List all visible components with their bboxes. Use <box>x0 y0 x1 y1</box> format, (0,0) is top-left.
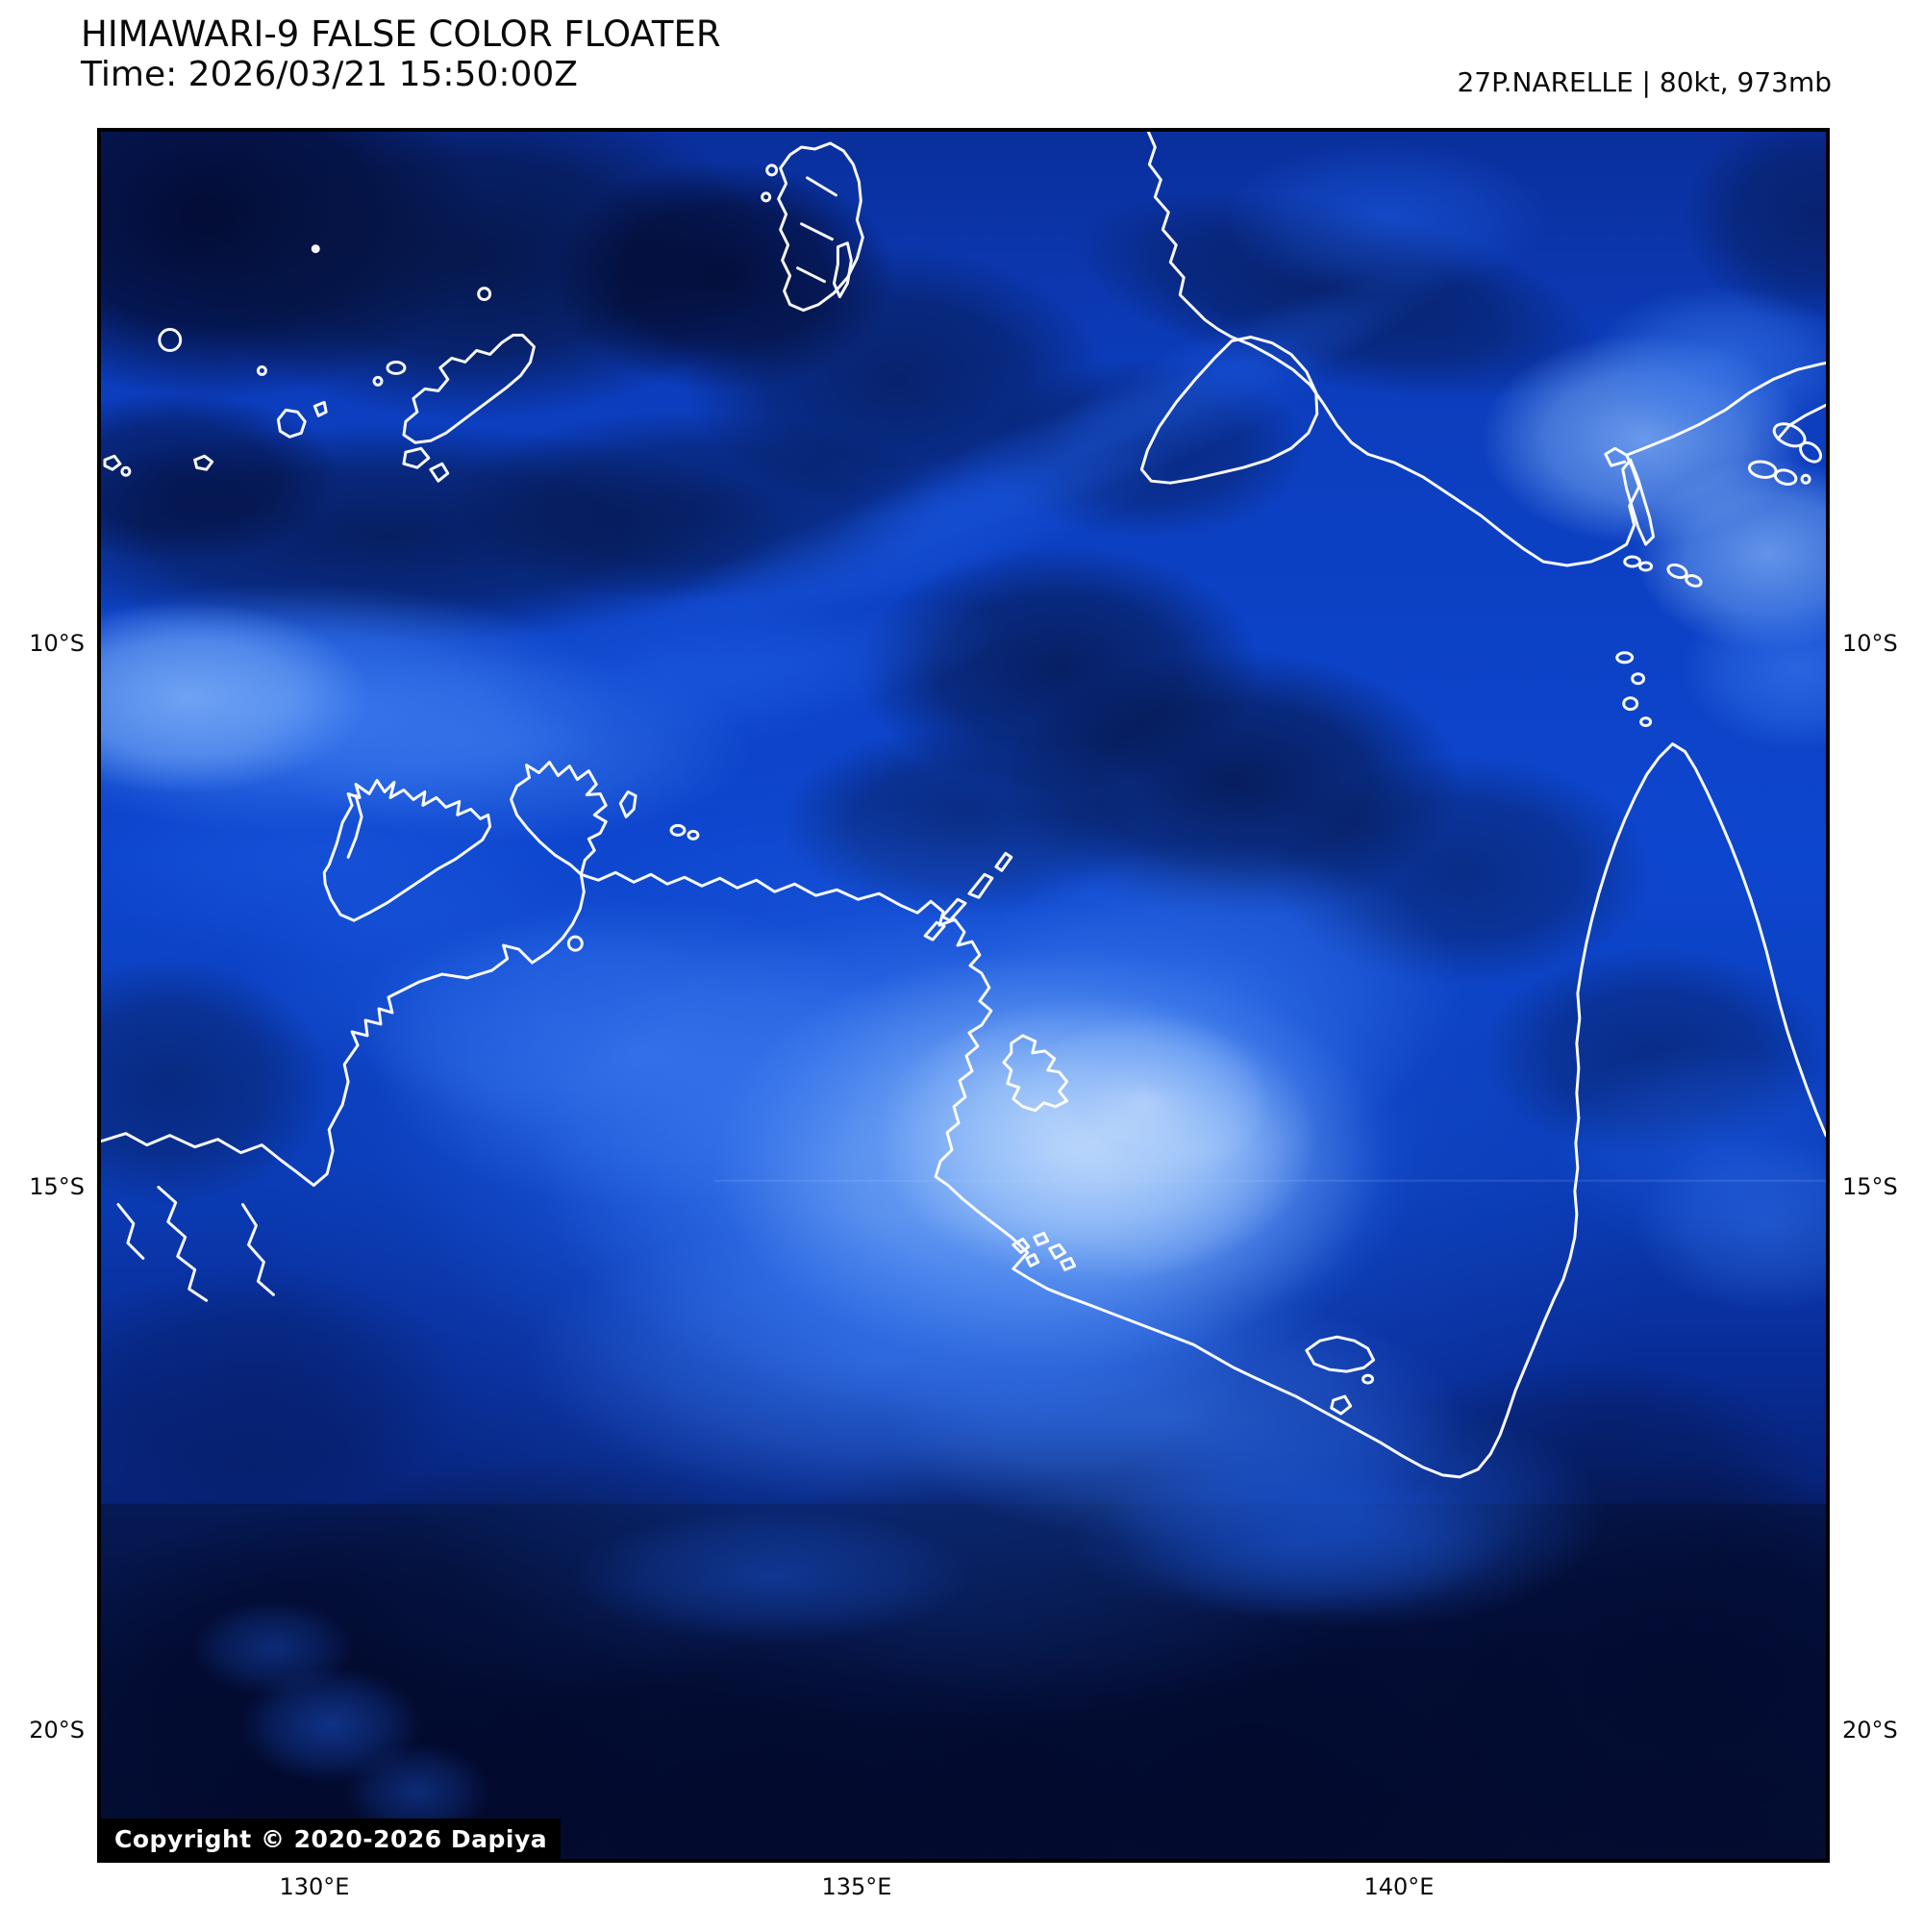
storm-info-label: 27P.NARELLE | 80kt, 973mb <box>1457 66 1832 98</box>
lon-tick-130e: 130°E <box>279 1873 350 1900</box>
satellite-map <box>101 132 1826 1859</box>
coastline-australia <box>101 761 608 1188</box>
coastline-mornington <box>1305 1335 1376 1373</box>
coastline-tiwi-islands <box>322 779 492 922</box>
satellite-map-frame: Copyright © 2020-2026 Dapiya <box>97 128 1830 1863</box>
coastline-babar <box>276 408 307 439</box>
lon-tick-135e: 135°E <box>821 1873 892 1900</box>
lon-tick-140e: 140°E <box>1363 1873 1435 1900</box>
page-title: HIMAWARI-9 FALSE COLOR FLOATER <box>81 13 721 55</box>
lat-tick-left-10s: 10°S <box>29 630 85 657</box>
coastline-groote-eylandt <box>1002 1034 1069 1113</box>
coastline-layer <box>101 132 1826 1479</box>
timestamp-label: Time: 2026/03/21 15:50:00Z <box>81 55 578 94</box>
coastline-dolak <box>1139 336 1319 485</box>
copyright-badge: Copyright © 2020-2026 Dapiya <box>101 1819 562 1859</box>
lat-tick-left-20s: 20°S <box>29 1717 85 1744</box>
lat-tick-right-20s: 20°S <box>1842 1717 1898 1744</box>
lat-tick-right-15s: 15°S <box>1842 1173 1898 1200</box>
cloud-layer <box>101 132 1826 1859</box>
coastline-new-guinea <box>1146 132 1826 567</box>
lat-tick-right-10s: 10°S <box>1842 630 1898 657</box>
coastline-tanimbar <box>402 334 536 444</box>
coastline-aru <box>777 141 864 313</box>
lat-tick-left-15s: 15°S <box>29 1173 85 1200</box>
